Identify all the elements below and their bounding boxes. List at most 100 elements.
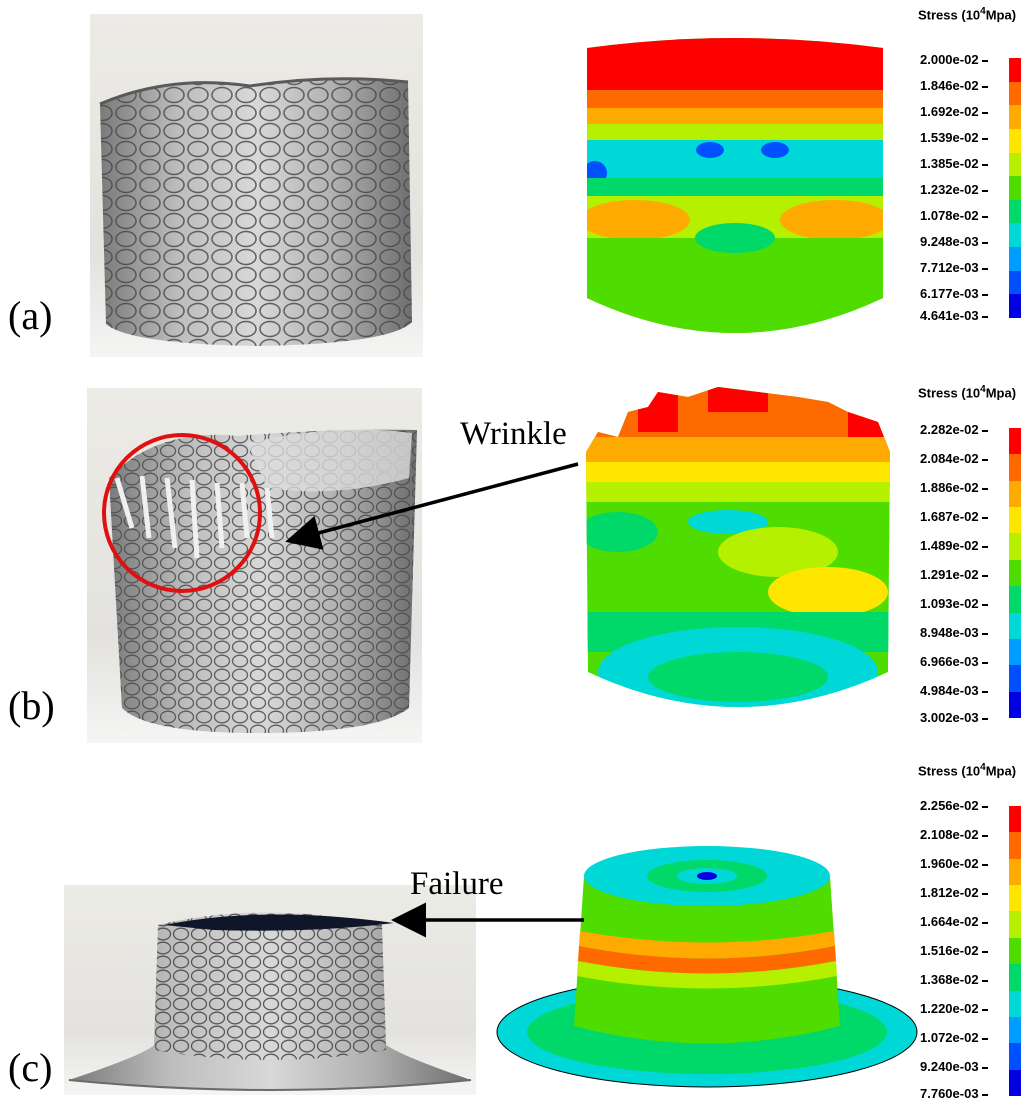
tick-b-6: 1.093e-02 — [920, 596, 988, 611]
colorbar-segment — [1009, 612, 1021, 639]
colorbar-segment — [1009, 559, 1021, 587]
colorbar-segment — [1009, 638, 1021, 666]
tick-a-1: 1.846e-02 — [920, 78, 988, 93]
legend-title-b: Stress (104Mpa) — [918, 384, 1016, 400]
panel-label-a: (a) — [8, 293, 53, 338]
colorbar-segment — [1009, 937, 1021, 965]
legend-title-a: Stress (104Mpa) — [918, 6, 1016, 22]
colorbar-segment — [1009, 294, 1021, 318]
tick-a-9: 6.177e-03 — [920, 286, 988, 301]
colorbar-segment — [1009, 1043, 1021, 1070]
colorbar-segment — [1009, 199, 1021, 224]
legend-title-a-prefix: Stress (10 — [918, 7, 981, 23]
tick-b-9: 4.984e-03 — [920, 683, 988, 698]
colorbar-segment — [1009, 105, 1021, 129]
photo-a — [90, 14, 423, 357]
photo-b-cup — [87, 388, 422, 743]
colorbar-segment — [1009, 858, 1021, 886]
legend-title-a-exp: 4 — [980, 6, 986, 17]
colorbar-segment — [1009, 964, 1021, 991]
tick-a-7: 9.248e-03 — [920, 234, 988, 249]
tick-a-3: 1.539e-02 — [920, 130, 988, 145]
tick-c-9: 9.240e-03 — [920, 1059, 988, 1074]
ticks-b: 2.282e-02 2.084e-02 1.886e-02 1.687e-02 … — [920, 422, 1010, 725]
wrinkle-circle — [102, 433, 262, 593]
tick-c-6: 1.368e-02 — [920, 972, 988, 987]
tick-b-5: 1.291e-02 — [920, 567, 988, 582]
photo-c-flange — [64, 885, 476, 1095]
fea-c-flange — [496, 846, 918, 1088]
legend-title-c-prefix: Stress (10 — [918, 763, 981, 779]
annotation-failure: Failure — [410, 866, 504, 902]
colorbar-segment — [1009, 128, 1021, 153]
tick-c-4: 1.664e-02 — [920, 914, 988, 929]
colorbar-segment — [1009, 1069, 1021, 1096]
colorbar-segment — [1009, 152, 1021, 177]
colorbar-segment — [1009, 480, 1021, 508]
panel-label-c: (c) — [8, 1045, 53, 1090]
legend-title-a-suffix: Mpa) — [985, 7, 1017, 23]
photo-b — [87, 388, 422, 743]
tick-a-4: 1.385e-02 — [920, 156, 988, 171]
tick-c-2: 1.960e-02 — [920, 856, 988, 871]
colorbar-segment — [1009, 885, 1021, 912]
colorbar-segment — [1009, 691, 1021, 718]
colorbar-segment — [1009, 1016, 1021, 1044]
tick-b-10: 3.002e-03 — [920, 710, 988, 725]
colorbar-segment — [1009, 223, 1021, 248]
fea-b-cup — [586, 387, 890, 707]
colorbar-segment — [1009, 806, 1021, 833]
colorbar-segment — [1009, 81, 1021, 106]
tick-b-7: 8.948e-03 — [920, 625, 988, 640]
annotation-wrinkle: Wrinkle — [460, 416, 567, 452]
colorbar-b — [1009, 428, 1021, 718]
colorbar-segment — [1009, 911, 1021, 938]
tick-c-8: 1.072e-02 — [920, 1030, 988, 1045]
colorbar-segment — [1009, 533, 1021, 560]
tick-b-1: 2.084e-02 — [920, 451, 988, 466]
ticks-a: 2.000e-02 1.846e-02 1.692e-02 1.539e-02 … — [920, 52, 1010, 323]
colorbar-segment — [1009, 665, 1021, 692]
tick-a-2: 1.692e-02 — [920, 104, 988, 119]
tick-a-8: 7.712e-03 — [920, 260, 988, 275]
tick-c-0: 2.256e-02 — [920, 798, 988, 813]
panel-a: (a) Stress (104Mpa) 2.000e-02 1.846e-02 … — [0, 0, 1029, 365]
colorbar-segment — [1009, 58, 1021, 82]
panel-b: Wrinkle — [0, 370, 1029, 745]
ticks-c: 2.256e-02 2.108e-02 1.960e-02 1.812e-02 … — [920, 798, 1010, 1101]
tick-c-3: 1.812e-02 — [920, 885, 988, 900]
tick-b-4: 1.489e-02 — [920, 538, 988, 553]
colorbar-segment — [1009, 176, 1021, 200]
panel-label-b: (b) — [8, 683, 55, 728]
colorbar-a — [1009, 58, 1021, 318]
panel-c: Failure (c) Stress (104Mpa) 2.256e-02 2.… — [0, 750, 1029, 1106]
legend-title-c-suffix: Mpa) — [985, 763, 1017, 779]
tick-b-2: 1.886e-02 — [920, 480, 988, 495]
tick-c-1: 2.108e-02 — [920, 827, 988, 842]
colorbar-segment — [1009, 832, 1021, 859]
tick-b-0: 2.282e-02 — [920, 422, 988, 437]
legend-title-b-prefix: Stress (10 — [918, 385, 981, 401]
colorbar-segment — [1009, 247, 1021, 271]
photo-b-wrinkles — [114, 475, 275, 559]
fea-c — [494, 836, 920, 1092]
colorbar-segment — [1009, 270, 1021, 295]
tick-a-5: 1.232e-02 — [920, 182, 988, 197]
legend-title-c-exp: 4 — [980, 762, 986, 773]
tick-b-8: 6.966e-03 — [920, 654, 988, 669]
photo-c — [64, 885, 476, 1095]
colorbar-segment — [1009, 586, 1021, 613]
tick-c-7: 1.220e-02 — [920, 1001, 988, 1016]
tick-c-5: 1.516e-02 — [920, 943, 988, 958]
tick-b-3: 1.687e-02 — [920, 509, 988, 524]
fea-b — [578, 382, 898, 737]
tick-a-0: 2.000e-02 — [920, 52, 988, 67]
legend-title-c: Stress (104Mpa) — [918, 762, 1016, 778]
tick-c-10: 7.760e-03 — [920, 1086, 988, 1101]
colorbar-c — [1009, 806, 1021, 1096]
colorbar-segment — [1009, 454, 1021, 481]
colorbar-segment — [1009, 990, 1021, 1017]
fea-a-cup — [587, 38, 883, 333]
colorbar-segment — [1009, 428, 1021, 455]
colorbar-segment — [1009, 507, 1021, 534]
